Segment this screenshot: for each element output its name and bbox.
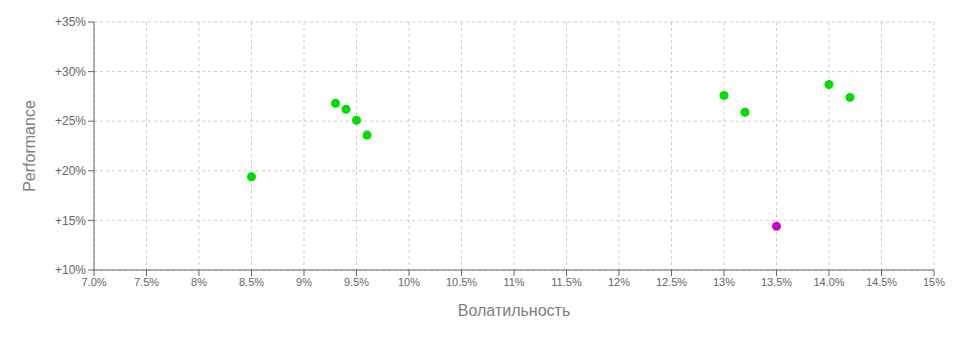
svg-text:12.5%: 12.5% bbox=[656, 276, 687, 288]
svg-text:10.5%: 10.5% bbox=[446, 276, 477, 288]
svg-text:7.0%: 7.0% bbox=[81, 276, 106, 288]
svg-text:12%: 12% bbox=[608, 276, 630, 288]
svg-text:+25%: +25% bbox=[55, 114, 86, 128]
svg-text:Performance: Performance bbox=[21, 100, 38, 192]
svg-text:13%: 13% bbox=[713, 276, 735, 288]
svg-text:14.0%: 14.0% bbox=[813, 276, 844, 288]
svg-text:8%: 8% bbox=[191, 276, 207, 288]
svg-text:+20%: +20% bbox=[55, 164, 86, 178]
svg-text:13.5%: 13.5% bbox=[761, 276, 792, 288]
svg-text:15%: 15% bbox=[923, 276, 945, 288]
svg-text:11%: 11% bbox=[503, 276, 524, 288]
svg-text:7.5%: 7.5% bbox=[134, 276, 159, 288]
svg-text:9.5%: 9.5% bbox=[344, 276, 369, 288]
svg-text:10%: 10% bbox=[398, 276, 420, 288]
svg-text:+35%: +35% bbox=[55, 15, 86, 29]
svg-text:8.5%: 8.5% bbox=[239, 276, 264, 288]
svg-text:Волатильность: Волатильность bbox=[458, 302, 570, 319]
svg-text:+30%: +30% bbox=[55, 65, 86, 79]
svg-text:11.5%: 11.5% bbox=[551, 276, 582, 288]
svg-text:9%: 9% bbox=[296, 276, 312, 288]
svg-text:14.5%: 14.5% bbox=[866, 276, 897, 288]
svg-text:+10%: +10% bbox=[55, 263, 86, 277]
svg-text:+15%: +15% bbox=[55, 214, 86, 228]
